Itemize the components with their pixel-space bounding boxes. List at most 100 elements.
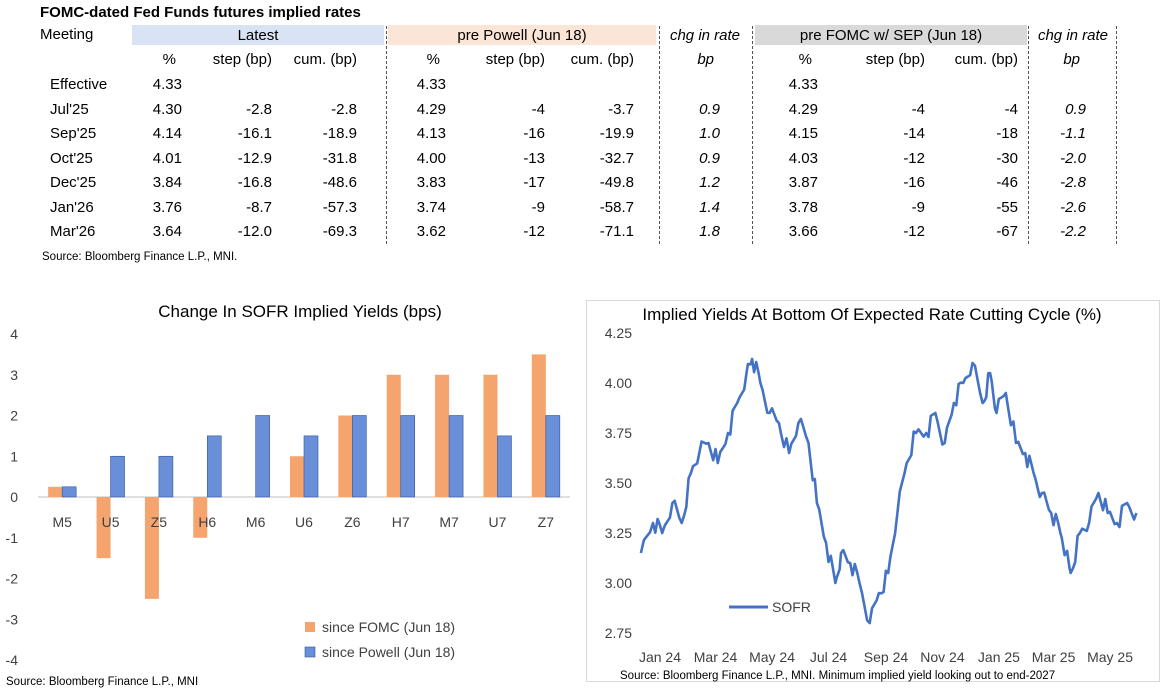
- y-tick-label: 3.75: [605, 425, 632, 441]
- table-cell: 1.8: [699, 223, 720, 240]
- x-tick-label: Jan 25: [978, 649, 1020, 665]
- bar-since-powell: [545, 415, 561, 498]
- table-cell: -55: [996, 198, 1018, 216]
- column-subheader: %: [162, 51, 176, 68]
- table-cell: -2.8: [331, 100, 357, 118]
- line-chart-frame: [586, 300, 1160, 682]
- group-header-chg-2: chg in rate: [1037, 27, 1109, 44]
- y-tick-label: -3: [6, 611, 19, 627]
- x-tick-label: Mar 24: [694, 649, 738, 665]
- table-cell: -9: [531, 198, 545, 216]
- row-label: Jan'26: [50, 198, 94, 216]
- x-tick-label: Z7: [538, 514, 555, 530]
- table-cell: -18: [996, 125, 1018, 142]
- table-cell: -12: [903, 223, 925, 240]
- sofr-line: [639, 357, 1138, 625]
- sofr-change-bar-chart: 4 3 2 1 0 -1 -2 -3 -4 M5 U5 Z5 H6 M6 U6 Z6 H7 M7 U7 Z7 since…: [6, 326, 570, 668]
- table-cell: 0.9: [699, 149, 720, 167]
- table-cell: 4.03: [788, 149, 818, 167]
- row-label: Oct'25: [50, 149, 93, 167]
- column-subheader: step (bp): [212, 51, 272, 68]
- table-cell: 1.4: [699, 198, 720, 216]
- table-cell: 3.84: [152, 174, 182, 191]
- table-cell: -9: [911, 198, 925, 216]
- table-cell: -2.6: [1060, 198, 1086, 216]
- x-tick-label: Mar 25: [1032, 649, 1076, 665]
- table-cell: 1.2: [699, 174, 720, 191]
- column-subheader: step (bp): [485, 51, 545, 68]
- x-tick-label: U5: [102, 514, 120, 530]
- table-cell: 4.13: [416, 125, 446, 142]
- x-tick-label: Nov 24: [920, 649, 965, 665]
- table-cell: -13: [523, 149, 545, 167]
- bar-since-fomc: [338, 415, 353, 497]
- header-band-pre-fomc: [755, 25, 1027, 45]
- bar-chart-title: Change In SOFR Implied Yields (bps): [158, 302, 442, 321]
- bar-since-fomc: [96, 497, 111, 559]
- column-divider: [659, 26, 660, 244]
- bar-since-fomc: [48, 486, 63, 497]
- column-divider: [386, 26, 387, 244]
- group-header-latest: Latest: [237, 27, 279, 44]
- bar-since-powell: [448, 415, 464, 498]
- table-cell: 4.33: [788, 76, 818, 93]
- table-cell: -12: [903, 149, 925, 167]
- table-cell: 3.66: [788, 223, 818, 240]
- group-header-chg-1: chg in rate: [669, 27, 741, 44]
- table-cell: -2.8: [246, 100, 272, 118]
- header-band-pre-powell: [388, 25, 656, 45]
- bar-since-powell: [158, 455, 174, 498]
- bar-since-fomc: [435, 374, 450, 497]
- row-label: Mar'26: [50, 223, 96, 240]
- table-cell: -2.8: [1060, 174, 1086, 191]
- column-subheader: %: [426, 51, 440, 68]
- bar-since-powell: [255, 415, 270, 498]
- table-cell: 4.33: [416, 76, 446, 93]
- y-tick-label: 4.25: [605, 325, 632, 341]
- y-tick-label: 2.75: [605, 625, 632, 641]
- line-chart-source: Source: Bloomberg Finance L.P., MNI. Min…: [620, 670, 1056, 682]
- header-band-latest: [132, 25, 384, 45]
- x-tick-label: Jul 24: [810, 649, 848, 665]
- table-cell: 0.9: [1065, 100, 1086, 118]
- x-tick-label: M6: [246, 514, 266, 530]
- table-cell: -46: [996, 174, 1018, 191]
- bar-since-powell: [352, 415, 367, 498]
- implied-yield-line-chart: 4.25 4.00 3.75 3.50 3.25 3.00 2.75 Jan 24 Mar 24…: [605, 325, 1138, 665]
- y-tick-label: 3.50: [605, 475, 632, 491]
- table-cell: -16.8: [237, 174, 272, 191]
- y-tick-label: -1: [6, 530, 19, 546]
- table-cell: 3.64: [152, 223, 182, 240]
- y-tick-label: 3.25: [605, 525, 632, 541]
- column-subheader: bp: [697, 51, 714, 68]
- x-tick-label: H7: [392, 514, 410, 530]
- table-cell: 3.74: [416, 198, 446, 216]
- table-cell: -19.9: [599, 125, 634, 142]
- table-cell: -31.8: [322, 149, 357, 167]
- table-cell: -16: [523, 125, 545, 142]
- table-cell: -4: [1004, 100, 1018, 118]
- x-tick-label: Sep 24: [864, 649, 909, 665]
- y-tick-label: 1: [10, 448, 18, 464]
- table-cell: 3.76: [152, 198, 182, 216]
- x-tick-label: U6: [295, 514, 313, 530]
- table-cell: -12.9: [237, 149, 272, 167]
- x-tick-label: Jan 24: [639, 649, 681, 665]
- table-cell: 3.83: [416, 174, 446, 191]
- y-tick-label: 4: [10, 326, 18, 342]
- bar-since-fomc: [193, 497, 208, 538]
- y-tick-label: 2: [10, 408, 18, 424]
- x-tick-label: M7: [439, 514, 459, 530]
- table-cell: -32.7: [599, 149, 634, 167]
- table-cell: -8.7: [246, 198, 272, 216]
- bar-since-fomc: [144, 497, 159, 599]
- table-cell: 4.30: [152, 100, 182, 118]
- table-cell: -30: [996, 149, 1018, 167]
- table-cell: -58.7: [599, 198, 634, 216]
- table-cell: -49.8: [599, 174, 634, 191]
- y-tick-label: 3: [10, 367, 18, 383]
- bar-since-fomc: [531, 354, 546, 497]
- column-subheader: bp: [1063, 51, 1080, 68]
- table-cell: 4.15: [788, 125, 818, 142]
- bar-since-powell: [497, 435, 512, 498]
